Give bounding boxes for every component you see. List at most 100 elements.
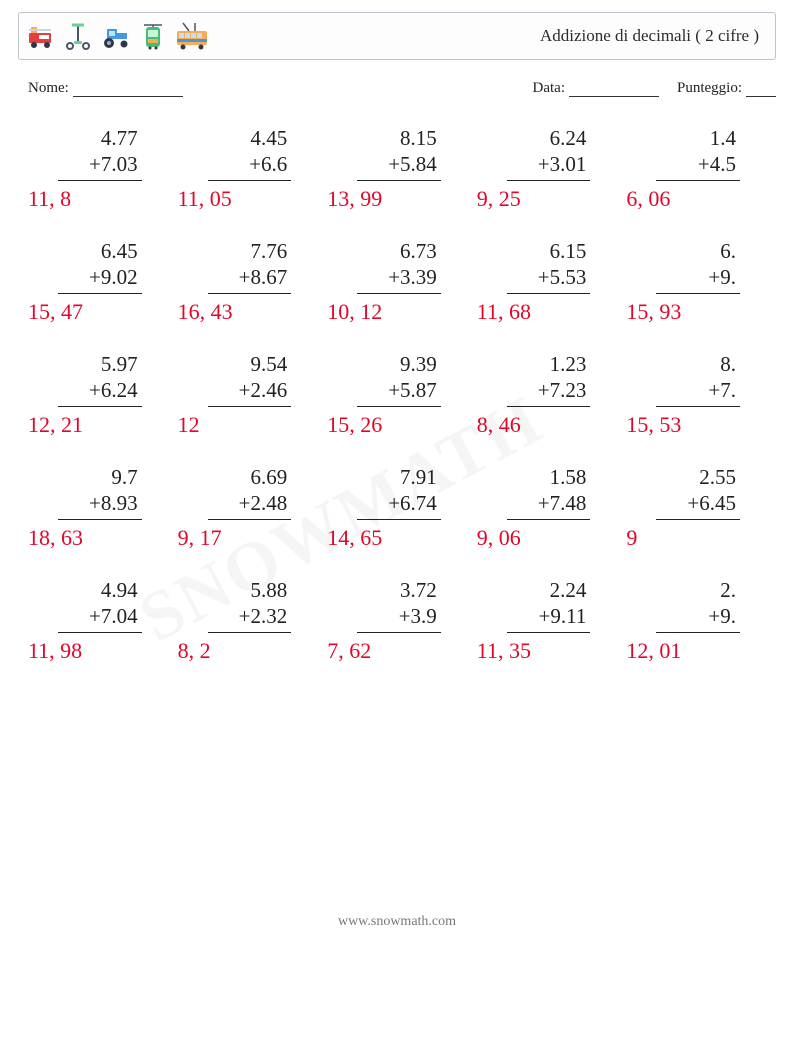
problem-cell: 1.4+4.56, 06: [626, 125, 776, 212]
operand-2: 9.02: [101, 264, 138, 290]
answer: 16, 43: [178, 298, 328, 326]
operand-1: 3.72: [327, 577, 477, 603]
operand-2-row: +6.45: [626, 490, 776, 516]
operator: +: [687, 490, 699, 516]
operand-1: 6.15: [477, 238, 627, 264]
problem-underline: [58, 180, 142, 181]
operator: +: [698, 151, 710, 177]
operand-2: 2.46: [250, 377, 287, 403]
operator: +: [708, 264, 720, 290]
operand-2-row: +7.48: [477, 490, 627, 516]
problem-cell: 6.73+3.3910, 12: [327, 238, 477, 325]
operator: +: [388, 264, 400, 290]
operator: +: [89, 264, 101, 290]
operand-1: 6.: [626, 238, 776, 264]
operator: +: [538, 151, 550, 177]
operand-2: 3.9: [411, 603, 437, 629]
problem-underline: [357, 293, 441, 294]
operand-1: 7.91: [327, 464, 477, 490]
problem-underline: [208, 632, 292, 633]
answer: 15, 53: [626, 411, 776, 439]
problem-row: 9.7+8.9318, 636.69+2.489, 177.91+6.7414,…: [28, 464, 776, 551]
problem-underline: [507, 180, 591, 181]
operand-2: 3.39: [400, 264, 437, 290]
problem-underline: [208, 293, 292, 294]
problem-cell: 6.24+3.019, 25: [477, 125, 627, 212]
problem-underline: [507, 293, 591, 294]
operand-2-row: +2.32: [178, 603, 328, 629]
operand-2-row: +8.67: [178, 264, 328, 290]
fire-truck-icon: [25, 19, 59, 53]
answer: 8, 46: [477, 411, 627, 439]
problem-cell: 8.15+5.8413, 99: [327, 125, 477, 212]
operand-1: 4.77: [28, 125, 178, 151]
problem-cell: 6.15+5.5311, 68: [477, 238, 627, 325]
problem-underline: [58, 293, 142, 294]
operand-1: 7.76: [178, 238, 328, 264]
answer: 14, 65: [327, 524, 477, 552]
problem-cell: 9.54+2.4612: [178, 351, 328, 438]
problem-cell: 8.+7.15, 53: [626, 351, 776, 438]
problem-underline: [357, 519, 441, 520]
operand-2-row: +6.74: [327, 490, 477, 516]
answer: 11, 05: [178, 185, 328, 213]
operator: +: [538, 264, 550, 290]
footer-site: www.snowmath.com: [0, 914, 794, 950]
operand-2: 5.84: [400, 151, 437, 177]
problem-cell: 4.77+7.03 11, 8: [28, 125, 178, 212]
operand-2: 4.5: [710, 151, 736, 177]
operand-2: 7.03: [101, 151, 138, 177]
problem-cell: 5.97+6.2412, 21: [28, 351, 178, 438]
problem-underline: [208, 406, 292, 407]
operator: +: [239, 377, 251, 403]
answer: 9, 06: [477, 524, 627, 552]
operand-1: 1.58: [477, 464, 627, 490]
operand-1: 1.4: [626, 125, 776, 151]
operand-2-row: +6.6: [178, 151, 328, 177]
answer: 12, 01: [626, 637, 776, 665]
answer: 9, 17: [178, 524, 328, 552]
operator: +: [388, 151, 400, 177]
operand-2-row: +5.87: [327, 377, 477, 403]
operand-2-row: +7.03: [28, 151, 178, 177]
operator: +: [539, 603, 551, 629]
worksheet-header: Addizione di decimali ( 2 cifre ): [18, 12, 776, 60]
operator: +: [89, 377, 101, 403]
tractor-icon: [99, 19, 133, 53]
operand-1: 2.55: [626, 464, 776, 490]
operand-2: 5.53: [550, 264, 587, 290]
worksheet-title: Addizione di decimali ( 2 cifre ): [540, 26, 765, 46]
problem-cell: 2.+9.12, 01: [626, 577, 776, 664]
operand-2-row: +7.: [626, 377, 776, 403]
operator: +: [239, 490, 251, 516]
answer: 11, 8: [28, 185, 178, 213]
operand-2: 3.01: [550, 151, 587, 177]
problem-cell: 1.58+7.48 9, 06: [477, 464, 627, 551]
operand-2-row: +6.24: [28, 377, 178, 403]
problem-cell: 6.45+9.0215, 47: [28, 238, 178, 325]
problem-underline: [208, 180, 292, 181]
operator: +: [89, 603, 101, 629]
problem-underline: [507, 406, 591, 407]
operand-1: 6.73: [327, 238, 477, 264]
problem-underline: [58, 632, 142, 633]
problem-cell: 7.76+8.67 16, 43: [178, 238, 328, 325]
problem-underline: [656, 632, 740, 633]
problem-cell: 1.23+7.238, 46: [477, 351, 627, 438]
operand-1: 2.: [626, 577, 776, 603]
problem-cell: 4.94+7.0411, 98: [28, 577, 178, 664]
answer: 15, 26: [327, 411, 477, 439]
answer: 11, 98: [28, 637, 178, 665]
operand-2-row: +7.04: [28, 603, 178, 629]
problem-cell: 2.55+6.459: [626, 464, 776, 551]
problem-row: 4.77+7.0311, 84.45+6.611, 058.15+5.8413,…: [28, 125, 776, 212]
operand-2: 9.: [720, 603, 736, 629]
problem-underline: [208, 519, 292, 520]
info-row: Nome: Data: Punteggio:: [28, 80, 776, 97]
answer: 15, 47: [28, 298, 178, 326]
problems-grid: 4.77+7.0311, 84.45+6.611, 058.15+5.8413,…: [0, 125, 794, 664]
problem-underline: [357, 632, 441, 633]
operator: +: [89, 151, 101, 177]
scooter-icon: [62, 19, 96, 53]
date-label: Data:: [533, 80, 565, 97]
